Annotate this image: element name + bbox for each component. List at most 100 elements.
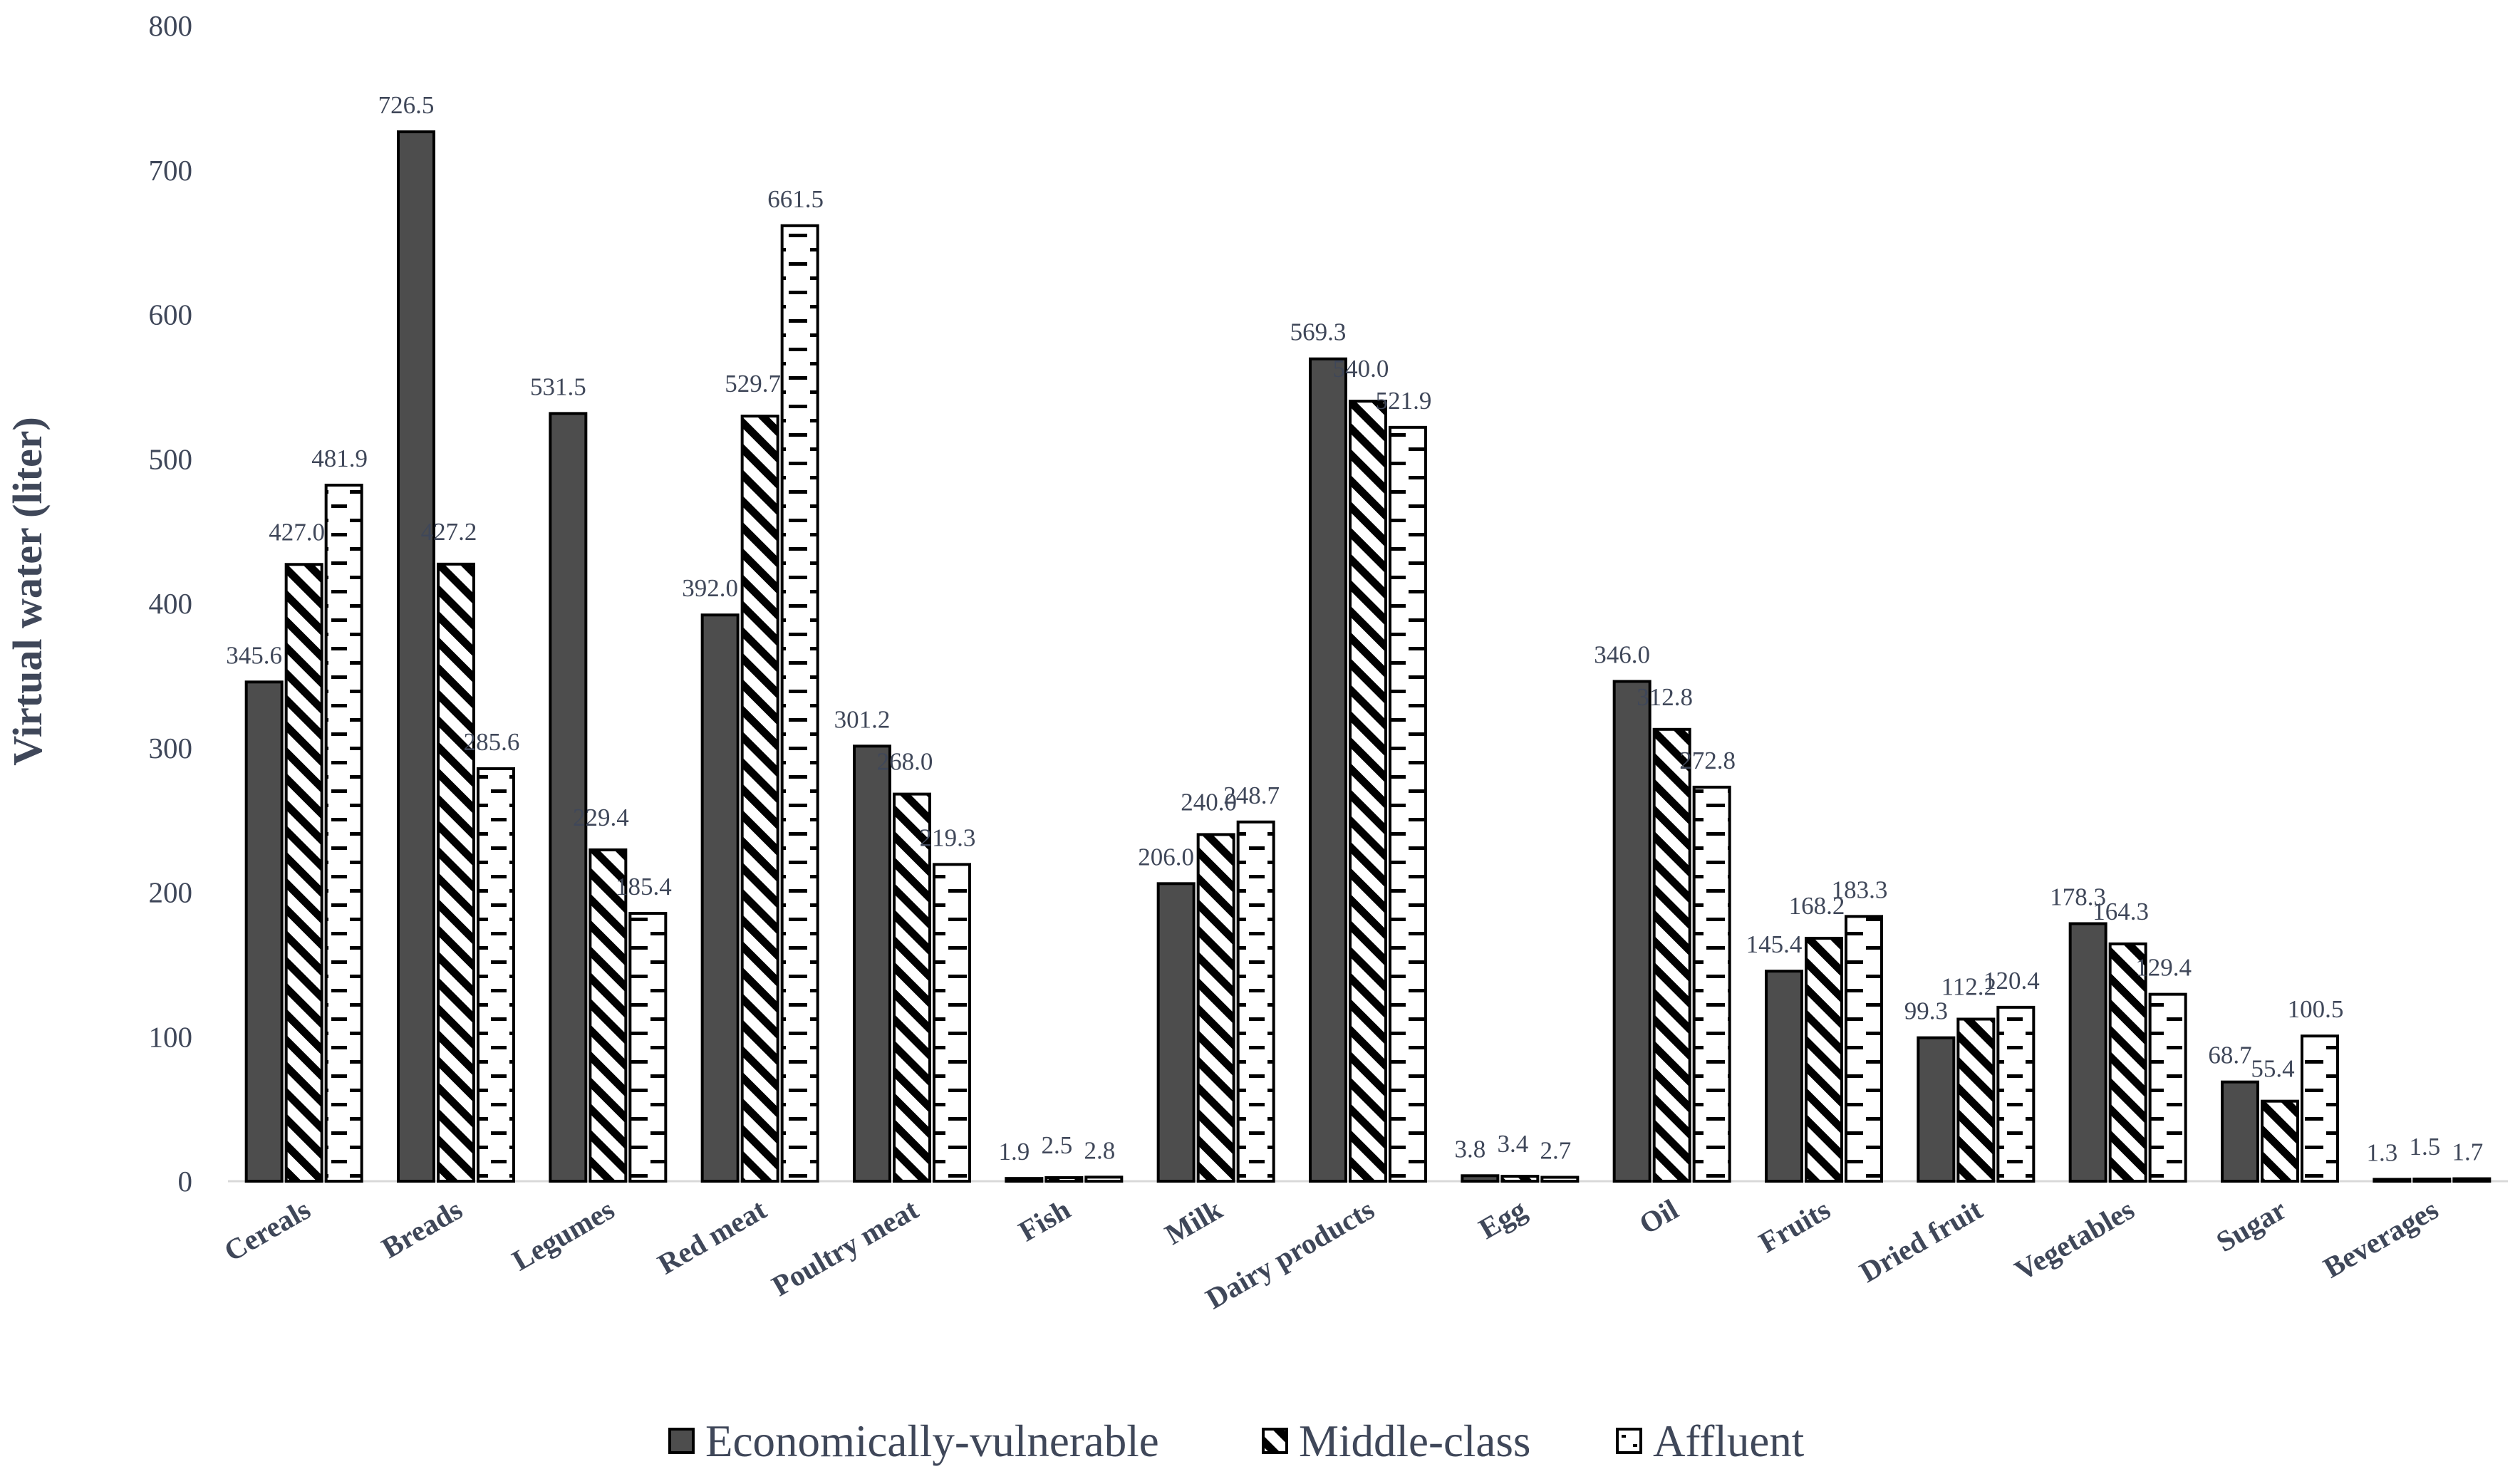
x-category-label-poultry-meat: Poultry meat [766, 1193, 923, 1302]
bar-egg-economically-vulnerable [1461, 1174, 1500, 1183]
data-label-fish-middle-class: 2.5 [1041, 1131, 1072, 1159]
bar-legumes-economically-vulnerable [549, 412, 588, 1183]
x-category-label-dried-fruit: Dried fruit [1854, 1193, 1988, 1289]
bar-group [244, 130, 2492, 1183]
data-label-milk-economically-vulnerable: 206.0 [1138, 843, 1194, 871]
bar-fruits-middle-class [1805, 936, 1843, 1183]
data-label-sugar-economically-vulnerable: 68.7 [2208, 1042, 2251, 1069]
bar-fruits-economically-vulnerable [1765, 970, 1803, 1183]
bar-red-meat-affluent [780, 224, 819, 1183]
data-label-legumes-affluent: 185.4 [616, 873, 672, 901]
bar-legumes-affluent [628, 912, 668, 1183]
y-tick-label-800: 800 [149, 9, 193, 42]
data-label-fruits-economically-vulnerable: 145.4 [1746, 930, 1803, 958]
bar-milk-affluent [1236, 820, 1275, 1183]
data-label-dairy-products-middle-class: 540.0 [1333, 355, 1389, 383]
data-label-red-meat-economically-vulnerable: 392.0 [682, 574, 738, 602]
y-tick-label-0: 0 [178, 1165, 193, 1198]
data-label-poultry-meat-affluent: 219.3 [920, 824, 976, 851]
data-label-breads-economically-vulnerable: 726.5 [378, 91, 435, 119]
data-label-egg-economically-vulnerable: 3.8 [1454, 1135, 1485, 1163]
bar-sugar-economically-vulnerable [2221, 1080, 2259, 1183]
bar-fish-economically-vulnerable [1005, 1177, 1044, 1183]
bar-egg-affluent [1540, 1175, 1580, 1183]
x-category-label-milk: Milk [1159, 1193, 1228, 1251]
bar-dairy-products-affluent [1389, 425, 1427, 1183]
legend-label-affluent: Affluent [1653, 1416, 1805, 1466]
data-label-sugar-middle-class: 55.4 [2251, 1055, 2294, 1083]
data-label-dried-fruit-economically-vulnerable: 99.3 [1904, 997, 1948, 1025]
bar-vegetables-economically-vulnerable [2068, 922, 2107, 1183]
x-category-label-breads: Breads [376, 1193, 468, 1265]
x-category-label-fruits: Fruits [1753, 1193, 1836, 1259]
x-category-label-sugar: Sugar [2211, 1193, 2292, 1258]
x-category-label-red-meat: Red meat [652, 1193, 772, 1281]
bar-egg-middle-class [1500, 1175, 1540, 1183]
y-axis-label: Virtual water (liter) [4, 417, 51, 766]
data-label-poultry-meat-middle-class: 268.0 [877, 748, 933, 776]
x-category-label-vegetables: Vegetables [2009, 1193, 2140, 1287]
data-label-vegetables-affluent: 129.4 [2135, 954, 2192, 982]
bar-oil-middle-class [1652, 727, 1691, 1183]
bar-red-meat-middle-class [740, 415, 779, 1183]
data-label-beverages-affluent: 1.7 [2452, 1138, 2483, 1166]
data-label-fruits-affluent: 183.3 [1832, 876, 1888, 903]
y-tick-label-500: 500 [149, 442, 193, 475]
data-label-beverages-economically-vulnerable: 1.3 [2366, 1138, 2397, 1166]
data-label-fruits-middle-class: 168.2 [1789, 892, 1845, 920]
bar-vegetables-middle-class [2108, 942, 2147, 1183]
data-label-fish-economically-vulnerable: 1.9 [998, 1138, 1030, 1166]
data-label-milk-affluent: 248.7 [1223, 782, 1280, 809]
y-tick-label-100: 100 [149, 1020, 193, 1053]
data-label-oil-middle-class: 312.8 [1637, 683, 1693, 711]
bar-legumes-middle-class [588, 848, 628, 1183]
bar-fruits-affluent [1845, 915, 1883, 1183]
data-label-breads-affluent: 285.6 [464, 728, 520, 756]
bar-red-meat-economically-vulnerable [700, 613, 740, 1183]
legend-label-middle-class: Middle-class [1299, 1416, 1530, 1466]
bar-cereals-middle-class [284, 563, 323, 1183]
data-label-dried-fruit-affluent: 120.4 [1984, 967, 2040, 995]
data-label-legumes-middle-class: 229.4 [573, 804, 629, 831]
bar-sugar-middle-class [2261, 1099, 2299, 1183]
data-label-cereals-affluent: 481.9 [311, 445, 368, 472]
bar-oil-economically-vulnerable [1612, 680, 1652, 1183]
bar-poultry-meat-affluent [933, 863, 971, 1183]
y-axis-tick-labels: 0 100 200 300 400 500 600 700 800 [149, 9, 193, 1198]
bar-breads-middle-class [437, 562, 475, 1183]
bar-dairy-products-economically-vulnerable [1309, 357, 1347, 1183]
data-label-dried-fruit-middle-class: 112.2 [1941, 973, 1996, 1001]
legend: Economically-vulnerable Middle-class Aff… [668, 1416, 1805, 1466]
x-category-label-legumes: Legumes [507, 1193, 620, 1277]
data-label-vegetables-economically-vulnerable: 178.3 [2050, 883, 2106, 910]
bar-milk-middle-class [1196, 833, 1235, 1183]
data-label-dairy-products-economically-vulnerable: 569.3 [1290, 318, 1347, 346]
data-label-legumes-economically-vulnerable: 531.5 [530, 373, 586, 400]
legend-swatch-affluent-dashes [1622, 1435, 1637, 1447]
legend-swatch-economically-vulnerable [668, 1428, 695, 1454]
bar-dried-fruit-economically-vulnerable [1917, 1036, 1956, 1183]
data-label-cereals-middle-class: 427.0 [269, 518, 325, 546]
y-tick-label-700: 700 [149, 154, 193, 187]
bar-beverages-affluent [2452, 1177, 2492, 1183]
y-tick-label-200: 200 [149, 876, 193, 909]
data-label-red-meat-middle-class: 529.7 [725, 370, 781, 398]
bar-poultry-meat-middle-class [893, 792, 931, 1183]
data-label-sugar-affluent: 100.5 [2288, 995, 2344, 1023]
bar-oil-affluent [1692, 785, 1731, 1183]
data-label-poultry-meat-economically-vulnerable: 301.2 [834, 705, 891, 733]
data-label-oil-affluent: 272.8 [1679, 747, 1736, 774]
y-tick-label-300: 300 [149, 732, 193, 764]
legend-swatch-affluent [1616, 1428, 1642, 1454]
bar-fish-middle-class [1044, 1175, 1084, 1183]
data-label-milk-middle-class: 240.0 [1181, 788, 1237, 816]
bar-beverages-economically-vulnerable [2373, 1178, 2412, 1183]
data-label-breads-middle-class: 427.2 [421, 518, 477, 546]
bar-poultry-meat-economically-vulnerable [853, 744, 891, 1183]
bar-beverages-middle-class [2412, 1177, 2452, 1183]
bar-fish-affluent [1084, 1175, 1124, 1183]
data-label-dairy-products-affluent: 521.9 [1376, 387, 1432, 415]
x-category-label-beverages: Beverages [2318, 1193, 2444, 1284]
